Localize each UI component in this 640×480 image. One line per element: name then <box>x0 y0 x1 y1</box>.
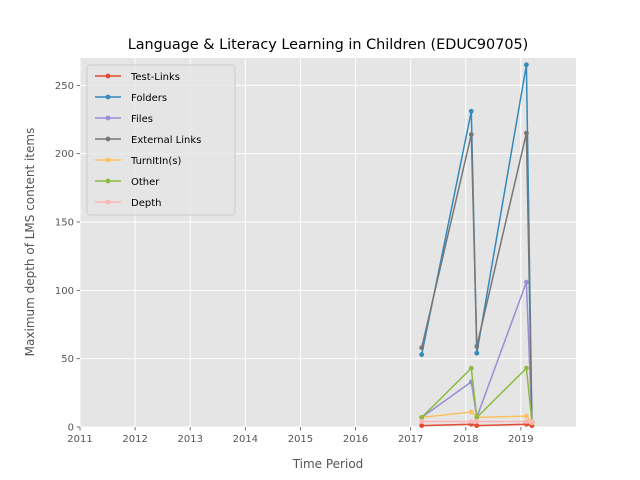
data-point <box>419 419 425 424</box>
y-tick-label: 250 <box>55 81 74 92</box>
legend-swatch-marker <box>105 94 111 100</box>
data-point <box>468 409 474 415</box>
x-tick-label: 2014 <box>233 434 258 445</box>
legend-box <box>86 64 236 216</box>
legend-label: Other <box>131 177 160 188</box>
data-point <box>419 423 425 429</box>
legend-label: Folders <box>131 93 167 104</box>
legend-swatch-marker <box>105 115 111 121</box>
legend-label: Depth <box>131 198 161 209</box>
data-point <box>524 419 529 424</box>
legend-item: External Links <box>95 135 201 146</box>
data-point <box>474 419 480 424</box>
legend-item: Files <box>95 114 153 125</box>
chart-title: Language & Literacy Learning in Children… <box>128 37 529 53</box>
data-point <box>474 350 480 356</box>
series-depth <box>419 419 535 424</box>
legend-item: Other <box>95 177 160 188</box>
data-point <box>524 130 529 136</box>
data-point <box>468 419 474 424</box>
x-tick-label: 2015 <box>288 434 313 445</box>
legend-label: Test-Links <box>130 72 180 83</box>
data-point <box>419 352 425 357</box>
data-point <box>524 279 529 285</box>
data-point <box>524 413 529 419</box>
data-point <box>474 343 480 349</box>
legend-label: TurnItIn(s) <box>130 156 181 167</box>
legend-label: Files <box>131 114 153 125</box>
legend-swatch-marker <box>105 157 111 163</box>
legend-item: TurnItIn(s) <box>95 156 181 167</box>
data-point <box>419 345 425 351</box>
legend-label: External Links <box>131 135 201 146</box>
legend-item: Depth <box>95 198 161 209</box>
data-point <box>474 423 480 429</box>
x-tick-label: 2016 <box>343 434 368 445</box>
y-axis-label: Maximum depth of LMS content items <box>23 128 37 357</box>
data-point <box>529 419 535 424</box>
legend-swatch-marker <box>105 136 111 142</box>
y-tick-label: 0 <box>68 423 74 434</box>
data-point <box>524 62 529 68</box>
grid <box>79 58 576 428</box>
y-tick-label: 150 <box>55 218 74 229</box>
x-tick-label: 2011 <box>67 434 92 445</box>
data-point <box>468 132 474 137</box>
x-tick-label: 2017 <box>398 434 423 445</box>
data-point <box>524 365 529 371</box>
legend-item: Folders <box>95 93 167 104</box>
x-tick-label: 2018 <box>453 434 478 445</box>
legend-swatch-marker <box>105 199 111 205</box>
data-point <box>419 415 425 420</box>
x-axis-label: Time Period <box>292 457 364 471</box>
data-point <box>468 108 474 114</box>
tick-labels: 2011 2012 2013 2014 2015 2016 2017 2018 2019 0 50 1… <box>55 81 534 445</box>
legend: Test-Links Folders Files External Links Turn… <box>86 64 236 216</box>
data-point <box>474 415 480 420</box>
x-tick-label: 2012 <box>122 434 147 445</box>
series-layer <box>419 62 535 429</box>
legend-swatch-marker <box>105 178 111 184</box>
y-tick-label: 200 <box>55 149 74 160</box>
x-tick-label: 2013 <box>177 434 202 445</box>
x-tick-label: 2019 <box>508 434 533 445</box>
legend-swatch-marker <box>105 73 111 79</box>
y-tick-label: 50 <box>61 354 74 365</box>
legend-item: Test-Links <box>95 72 180 83</box>
data-point <box>468 365 474 371</box>
y-tick-label: 100 <box>55 286 74 297</box>
